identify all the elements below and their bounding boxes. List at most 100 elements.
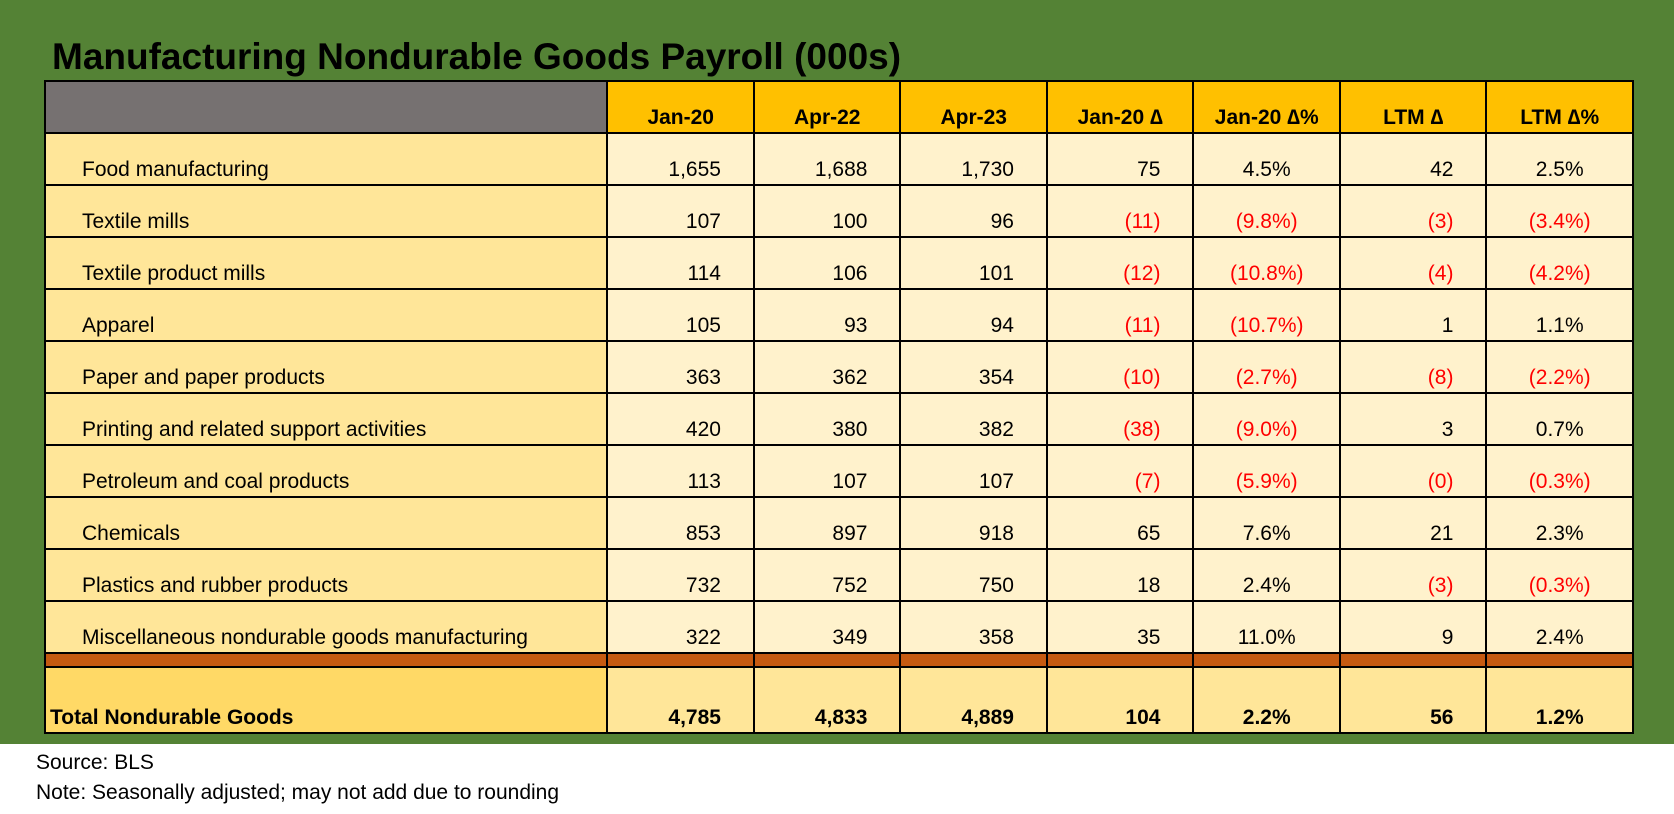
source-note: Source: BLS — [36, 751, 154, 774]
table-cell: 897 — [752, 496, 902, 550]
table-cell: 752 — [752, 548, 902, 602]
table-cell: 93 — [752, 288, 902, 342]
table-cell: (8) — [1338, 340, 1488, 394]
table-cell: 750 — [899, 548, 1048, 602]
table-cell: (11) — [1045, 184, 1195, 238]
column-header: Apr-22 — [752, 80, 902, 134]
page-title: Manufacturing Nondurable Goods Payroll (… — [52, 36, 902, 77]
table-cell: 0.7% — [1485, 392, 1634, 446]
table-row: Textile product mills 114 106 101 (12) (10.8%… — [43, 236, 1634, 290]
row-label: Petroleum and coal products — [43, 444, 609, 498]
table-cell: (10.8%) — [1192, 236, 1341, 290]
table-cell: 2.2% — [1192, 666, 1341, 734]
footnote: Note: Seasonally adjusted; may not add d… — [36, 781, 560, 804]
table-row: Chemicals 853 897 918 65 7.6% 21 2.3% — [43, 496, 1634, 550]
table-cell: 9 — [1338, 600, 1488, 654]
table-cell: 4.5% — [1192, 132, 1341, 186]
column-header: Jan-20 ∆% — [1192, 80, 1341, 134]
table-cell: 349 — [752, 600, 902, 654]
row-label: Miscellaneous nondurable goods manufactu… — [43, 600, 609, 654]
table-cell: 322 — [606, 600, 755, 654]
divider-cell — [1045, 652, 1195, 668]
table-cell: 1.1% — [1485, 288, 1634, 342]
table-cell: 104 — [1045, 666, 1195, 734]
table-cell: 3 — [1338, 392, 1488, 446]
table-cell: 65 — [1045, 496, 1195, 550]
table-cell: 1.2% — [1485, 666, 1634, 734]
divider-cell — [752, 652, 902, 668]
table-cell: 35 — [1045, 600, 1195, 654]
table-cell: (5.9%) — [1192, 444, 1341, 498]
table-cell: (2.2%) — [1485, 340, 1634, 394]
row-label: Food manufacturing — [43, 132, 609, 186]
table-cell: (11) — [1045, 288, 1195, 342]
table-cell: (3.4%) — [1485, 184, 1634, 238]
table-cell: 354 — [899, 340, 1048, 394]
table-cell: (9.0%) — [1192, 392, 1341, 446]
table-cell: 4,785 — [606, 666, 755, 734]
table-cell: 18 — [1045, 548, 1195, 602]
table-cell: 101 — [899, 236, 1048, 290]
table-cell: 4,889 — [899, 666, 1048, 734]
table-cell: 11.0% — [1192, 600, 1341, 654]
table-cell: (0) — [1338, 444, 1488, 498]
row-label: Chemicals — [43, 496, 609, 550]
row-label: Total Nondurable Goods — [43, 666, 609, 734]
row-label: Apparel — [43, 288, 609, 342]
table-cell: 732 — [606, 548, 755, 602]
table-row: Food manufacturing 1,655 1,688 1,730 75 4.5% 4… — [43, 132, 1634, 186]
table-cell: 2.3% — [1485, 496, 1634, 550]
table-cell: 1,730 — [899, 132, 1048, 186]
table-cell: 100 — [752, 184, 902, 238]
table-cell: 1 — [1338, 288, 1488, 342]
table-cell: 362 — [752, 340, 902, 394]
table-row: Printing and related support activities 4… — [43, 392, 1634, 446]
column-header: Jan-20 — [606, 80, 755, 134]
table-cell: 853 — [606, 496, 755, 550]
table-cell: 75 — [1045, 132, 1195, 186]
table-cell: (3) — [1338, 184, 1488, 238]
row-label: Paper and paper products — [43, 340, 609, 394]
row-label: Plastics and rubber products — [43, 548, 609, 602]
table-cell: (9.8%) — [1192, 184, 1341, 238]
table-cell: 114 — [606, 236, 755, 290]
divider-row — [43, 652, 1634, 668]
table-cell: 2.4% — [1192, 548, 1341, 602]
row-label: Printing and related support activities — [43, 392, 609, 446]
total-row: Total Nondurable Goods 4,785 4,833 4,889 104… — [43, 666, 1634, 734]
column-header: Jan-20 ∆ — [1045, 80, 1195, 134]
table-row: Paper and paper products 363 362 354 (10) (2.… — [43, 340, 1634, 394]
table-cell: 105 — [606, 288, 755, 342]
table-cell: 107 — [752, 444, 902, 498]
header-corner — [43, 80, 609, 134]
divider-cell — [606, 652, 755, 668]
table-cell: 358 — [899, 600, 1048, 654]
column-header: Apr-23 — [899, 80, 1048, 134]
column-header: LTM ∆ — [1338, 80, 1488, 134]
table-cell: (38) — [1045, 392, 1195, 446]
table-body: Food manufacturing 1,655 1,688 1,730 75 4.5% 4… — [43, 132, 1634, 734]
table-cell: 4,833 — [752, 666, 902, 734]
table-cell: (7) — [1045, 444, 1195, 498]
table-cell: 7.6% — [1192, 496, 1341, 550]
table-cell: 2.5% — [1485, 132, 1634, 186]
table-cell: 94 — [899, 288, 1048, 342]
row-label: Textile mills — [43, 184, 609, 238]
row-label: Textile product mills — [43, 236, 609, 290]
header-row: Jan-20 Apr-22 Apr-23 Jan-20 ∆ Jan-20 ∆% … — [43, 80, 1634, 134]
table-cell: (0.3%) — [1485, 444, 1634, 498]
table-cell: 1,655 — [606, 132, 755, 186]
divider-cell — [1485, 652, 1634, 668]
table-cell: 918 — [899, 496, 1048, 550]
table-cell: 2.4% — [1485, 600, 1634, 654]
payroll-table: Jan-20 Apr-22 Apr-23 Jan-20 ∆ Jan-20 ∆% … — [43, 80, 1634, 734]
table-cell: 113 — [606, 444, 755, 498]
table-row: Apparel 105 93 94 (11) (10.7%) 1 1.1% — [43, 288, 1634, 342]
table-cell: (2.7%) — [1192, 340, 1341, 394]
table-cell: 420 — [606, 392, 755, 446]
table-cell: 21 — [1338, 496, 1488, 550]
table-cell: 380 — [752, 392, 902, 446]
divider-cell — [899, 652, 1048, 668]
divider-cell — [1192, 652, 1341, 668]
table-cell: (10) — [1045, 340, 1195, 394]
